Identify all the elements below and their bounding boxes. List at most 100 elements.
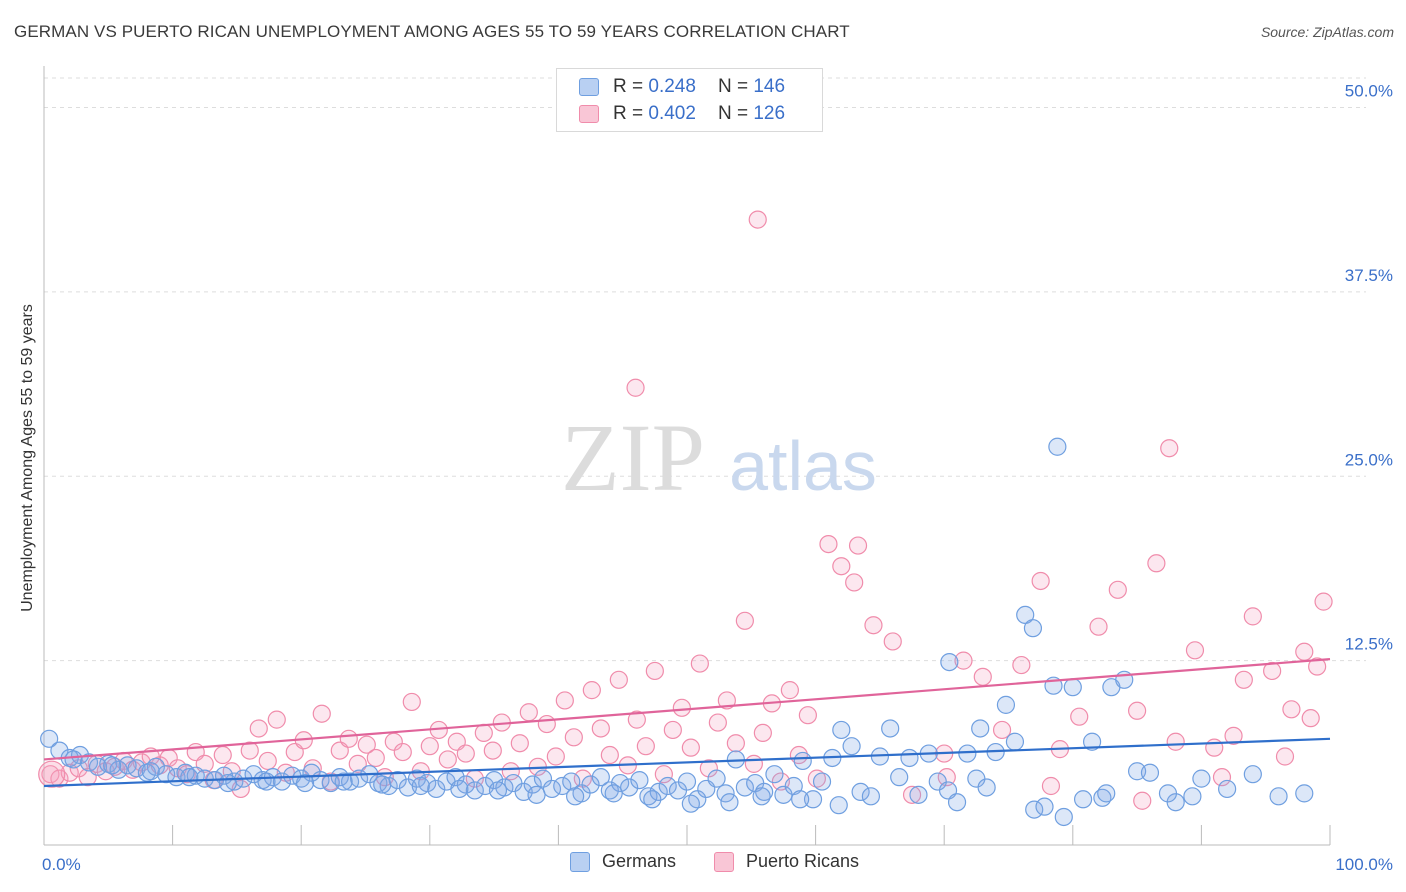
- stats-row-germans: R = 0.248 N = 146: [579, 75, 785, 99]
- puerto-rican-point: [339, 729, 358, 748]
- puerto-ricans-legend-swatch: [714, 851, 734, 872]
- puerto-rican-point: [546, 747, 565, 766]
- german-point: [373, 775, 392, 794]
- puerto-rican-point: [582, 681, 601, 700]
- puerto-rican-point: [672, 698, 691, 717]
- german-point: [64, 750, 83, 769]
- german-point: [485, 770, 504, 790]
- data-points: [38, 210, 1333, 827]
- german-point: [812, 772, 832, 791]
- y-tick-label: 12.5%: [1345, 635, 1393, 654]
- german-point: [643, 790, 662, 809]
- chart-title: GERMAN VS PUERTO RICAN UNEMPLOYMENT AMON…: [14, 22, 850, 41]
- german-point: [180, 768, 199, 787]
- german-point: [752, 787, 771, 806]
- german-point: [958, 744, 977, 763]
- puerto-rican-point: [1089, 617, 1108, 636]
- puerto-rican-point: [864, 616, 883, 635]
- puerto-rican-point: [420, 737, 439, 756]
- puerto-rican-point: [848, 536, 868, 555]
- german-point: [1140, 763, 1160, 782]
- n-label: N =: [717, 103, 749, 124]
- german-point: [218, 773, 237, 793]
- german-point: [861, 787, 880, 806]
- german-point: [450, 779, 469, 799]
- puerto-rican-point: [883, 632, 902, 651]
- watermark-atlas: atlas: [729, 427, 877, 505]
- germans-legend-swatch: [570, 851, 590, 872]
- puerto-rican-point: [510, 734, 529, 753]
- german-point: [707, 769, 726, 788]
- puerto-rican-point: [402, 692, 421, 712]
- puerto-rican-point: [1224, 726, 1243, 745]
- puerto-rican-point: [267, 710, 286, 729]
- german-point: [971, 719, 990, 738]
- puerto-rican-point: [1243, 607, 1262, 626]
- german-point: [881, 719, 900, 738]
- puerto-rican-point: [753, 723, 772, 743]
- puerto-rican-point: [654, 765, 673, 784]
- german-point: [141, 762, 160, 781]
- puerto-rican-point: [726, 734, 745, 753]
- puerto-rican-point: [780, 681, 799, 700]
- german-point: [591, 768, 610, 787]
- legend-item-germans[interactable]: Germans: [570, 851, 676, 872]
- german-point: [842, 737, 861, 756]
- german-point: [542, 779, 562, 799]
- german-point: [1063, 678, 1082, 697]
- german-point: [553, 776, 572, 796]
- puerto-rican-point: [357, 735, 376, 754]
- y-tick-label: 37.5%: [1345, 266, 1393, 285]
- series-legend: Germans Puerto Ricans: [0, 851, 1406, 879]
- puerto-rican-point: [483, 741, 502, 760]
- german-point: [566, 787, 585, 806]
- german-point: [909, 785, 928, 804]
- german-point: [411, 776, 430, 796]
- puerto-rican-point: [798, 706, 817, 725]
- puerto-rican-point: [663, 720, 682, 740]
- puerto-rican-point: [937, 768, 956, 787]
- german-point: [334, 772, 353, 791]
- puerto-rican-point: [1314, 592, 1333, 611]
- puerto-rican-point: [626, 378, 645, 397]
- puerto-rican-point: [1275, 747, 1295, 766]
- puerto-rican-point: [609, 670, 628, 689]
- german-point: [977, 778, 996, 797]
- puerto-rican-point: [845, 573, 864, 592]
- puerto-rican-point: [438, 750, 457, 769]
- y-tick-label: 25.0%: [1345, 450, 1393, 469]
- german-point: [127, 759, 146, 778]
- trend-lines: [43, 658, 1331, 788]
- german-point: [533, 769, 553, 788]
- german-point: [829, 796, 848, 815]
- german-point: [446, 768, 465, 787]
- german-point: [488, 781, 508, 800]
- german-point: [562, 772, 581, 791]
- axes: [43, 66, 1331, 846]
- puerto-rican-point: [564, 728, 583, 747]
- puerto-rican-point: [735, 611, 754, 630]
- puerto-rican-point: [832, 557, 851, 576]
- watermark-zip: ZIP: [561, 404, 705, 511]
- german-point: [1023, 619, 1043, 638]
- german-point: [1183, 787, 1202, 806]
- x-tick-label: 0.0%: [42, 855, 81, 874]
- stats-legend: R = 0.248 N = 146 R = 0.402 N = 126: [556, 68, 823, 132]
- puerto-rican-point: [645, 661, 664, 681]
- puerto-rican-point: [555, 691, 574, 710]
- legend-item-puerto-ricans[interactable]: Puerto Ricans: [714, 851, 859, 872]
- german-point: [716, 784, 735, 803]
- legend-label-germans: Germans: [602, 851, 677, 871]
- source-label: Source: ZipAtlas.com: [1260, 24, 1394, 40]
- puerto-rican-point: [213, 745, 232, 765]
- german-point: [851, 782, 870, 802]
- puerto-rican-point: [690, 654, 709, 673]
- german-point: [527, 785, 546, 804]
- puerto-rican-point: [744, 754, 763, 773]
- german-point: [793, 751, 812, 771]
- german-point: [832, 720, 851, 740]
- puerto-rican-point: [519, 703, 538, 722]
- german-point: [681, 794, 700, 813]
- puerto-rican-point: [1185, 641, 1205, 660]
